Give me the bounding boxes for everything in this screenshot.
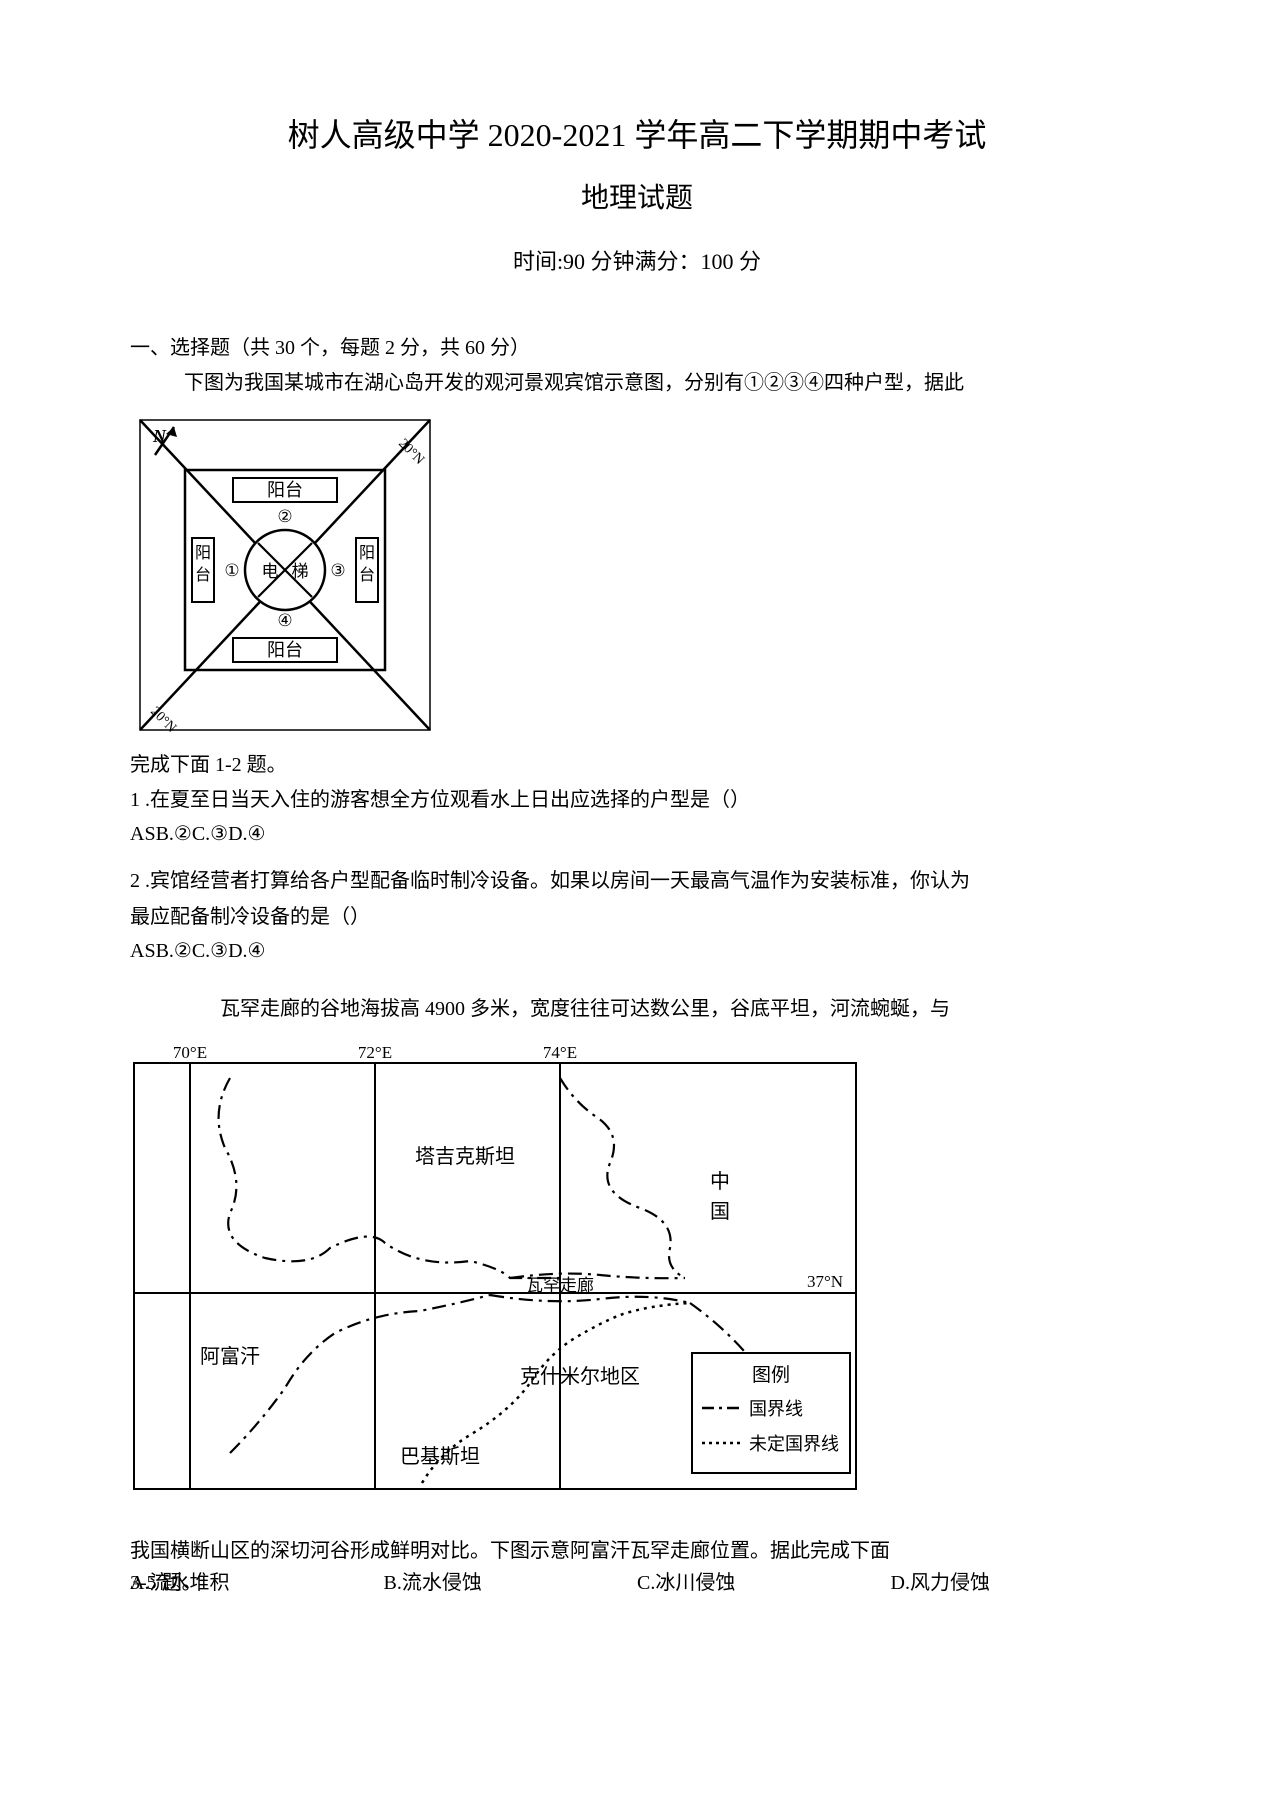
title-main: 树人高级中学 2020-2021 学年高二下学期期中考试 — [130, 110, 1144, 156]
svg-text:阳台: 阳台 — [267, 640, 303, 660]
svg-text:梯: 梯 — [292, 562, 309, 581]
q35-option-a: A.流水堆积 — [130, 1572, 229, 1594]
svg-text:阳: 阳 — [195, 544, 211, 562]
svg-text:③: ③ — [330, 561, 345, 580]
question-2-options: ASB.②C.③D.④ — [130, 938, 1144, 963]
svg-text:图例: 图例 — [752, 1364, 790, 1386]
exam-page: 树人高级中学 2020-2021 学年高二下学期期中考试 地理试题 时间:90 … — [0, 0, 1274, 1675]
q35-option-c: C.冰川侵蚀 — [637, 1566, 891, 1595]
svg-text:国界线: 国界线 — [749, 1399, 803, 1419]
question-2-line2: 最应配备制冷设备的是（） — [130, 902, 1144, 932]
svg-text:克什米尔地区: 克什米尔地区 — [520, 1365, 640, 1388]
question-2-line1: 2 .宾馆经营者打算给各户型配备临时制冷设备。如果以房间一天最高气温作为安装标准… — [130, 866, 1144, 896]
figure-hotel-plan: 阳台 阳台 阳 台 阳 台 ② ④ ① ③ 电 梯 N 20°N 20°N — [130, 410, 1144, 740]
svg-text:②: ② — [277, 507, 292, 526]
svg-text:台: 台 — [359, 566, 375, 584]
svg-text:中: 中 — [710, 1170, 730, 1193]
wakhan-line2: 我国横断山区的深切河谷形成鲜明对比。下图示意阿富汗瓦罕走廊位置。据此完成下面 — [130, 1536, 1144, 1566]
question-1: 1 .在夏至日当天入住的游客想全方位观看水上日出应选择的户型是（） — [130, 785, 1144, 815]
question-3-options-row: 3-5 题。 A.流水堆积 B.流水侵蚀 C.冰川侵蚀 D.风力侵蚀 — [130, 1566, 1144, 1595]
svg-text:N: N — [152, 426, 167, 446]
svg-text:①: ① — [224, 561, 239, 580]
svg-text:塔吉克斯坦: 塔吉克斯坦 — [415, 1145, 515, 1168]
svg-text:70°E: 70°E — [173, 1043, 207, 1062]
section-head: 一、选择题（共 30 个，每题 2 分，共 60 分） — [130, 331, 1144, 360]
svg-text:电: 电 — [262, 562, 279, 581]
intro-text: 下图为我国某城市在湖心岛开发的观河景观宾馆示意图，分别有①②③④四种户型，据此 — [130, 368, 1144, 398]
figure-wakhan-map: 70°E 72°E 74°E 37°N 塔吉克斯坦 中 国 瓦罕走廊 阿富汗 — [130, 1043, 1144, 1493]
svg-text:20°N: 20°N — [147, 704, 179, 736]
title-info: 时间:90 分钟满分：100 分 — [130, 244, 1144, 276]
title-sub: 地理试题 — [130, 176, 1144, 216]
svg-text:瓦罕走廊: 瓦罕走廊 — [526, 1276, 594, 1295]
svg-text:巴基斯坦: 巴基斯坦 — [400, 1445, 480, 1468]
svg-text:国: 国 — [710, 1201, 730, 1223]
svg-text:阳: 阳 — [359, 544, 375, 562]
caption-1-2: 完成下面 1-2 题。 — [130, 748, 1144, 777]
svg-text:74°E: 74°E — [543, 1043, 577, 1062]
svg-text:未定国界线: 未定国界线 — [749, 1434, 839, 1454]
wakhan-intro: 瓦罕走廊的谷地海拔高 4900 多米，宽度往往可达数公里，谷底平坦，河流蜿蜒，与 — [130, 993, 1144, 1025]
svg-text:阿富汗: 阿富汗 — [200, 1345, 260, 1368]
svg-text:37°N: 37°N — [807, 1272, 843, 1291]
svg-text:阳台: 阳台 — [267, 480, 303, 500]
svg-text:台: 台 — [195, 566, 211, 584]
question-1-options: ASB.②C.③D.④ — [130, 821, 1144, 846]
q35-option-d: D.风力侵蚀 — [891, 1566, 1145, 1595]
q35-option-b: B.流水侵蚀 — [384, 1566, 638, 1595]
svg-text:④: ④ — [277, 611, 292, 630]
svg-text:72°E: 72°E — [358, 1043, 392, 1062]
